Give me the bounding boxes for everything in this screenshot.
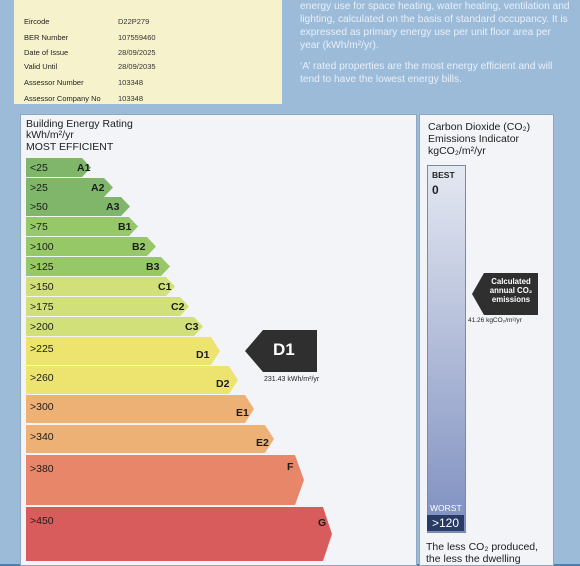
band-class: C3 (185, 321, 199, 333)
band-arrow (26, 237, 156, 256)
band-class: G (318, 517, 327, 529)
intro-text: energy use for space heating, water heat… (300, 0, 570, 94)
detail-key: Assessor Number (24, 78, 84, 87)
co2-marker-value: 41.26 kgCO₂/m²/yr (468, 317, 522, 324)
band-arrow (26, 395, 254, 423)
current-rating-marker: D1 (245, 330, 317, 372)
detail-value: 103348 (118, 94, 144, 103)
current-rating-class: D1 (273, 340, 295, 359)
co2-panel: Carbon Dioxide (CO₂) Emissions Indicator… (419, 114, 554, 566)
band-range: >380 (30, 463, 54, 475)
band-class: A2 (91, 182, 105, 194)
band-class: B2 (132, 241, 146, 253)
band-range: >100 (30, 241, 54, 253)
band-range: >450 (30, 515, 54, 527)
band-arrow (26, 257, 170, 276)
certificate-details-box: Eircode D22P279 BER Number 107559460 Date of… (14, 0, 282, 104)
most-efficient-label: MOST EFFICIENT (26, 141, 114, 153)
band-arrow (26, 337, 220, 365)
band-arrow (26, 217, 138, 236)
detail-value: 28/09/2035 (118, 62, 156, 71)
band-range: >200 (30, 321, 54, 333)
band-range: >300 (30, 401, 54, 413)
co2-title-line1: Carbon Dioxide (CO₂) (428, 121, 531, 133)
worst-value: >120 (427, 515, 464, 531)
band-range: >25 (30, 182, 48, 194)
detail-value: 103348 (118, 78, 144, 87)
co2-footer: The less CO₂ produced, the less the dwel… (426, 541, 539, 565)
band-arrow (26, 366, 238, 394)
detail-key: BER Number (24, 33, 69, 42)
detail-key: Eircode (24, 17, 50, 26)
rating-title: Building Energy Rating (26, 118, 133, 130)
band-arrow (26, 197, 130, 216)
band-class: B1 (118, 221, 132, 233)
detail-value: 107559460 (118, 33, 156, 42)
band-arrow (26, 158, 91, 177)
band-range: >50 (30, 201, 48, 213)
rating-unit: kWh/m²/yr (26, 129, 74, 141)
detail-key: Valid Until (24, 62, 58, 71)
band-class: A1 (77, 162, 91, 174)
co2-marker: Calculated annual CO₂ emissions (472, 273, 538, 315)
intro-paragraph-2: ‘A’ rated properties are the most energy… (300, 61, 553, 85)
band-class: F (287, 461, 294, 473)
band-range: >75 (30, 221, 48, 233)
band-arrow (26, 297, 189, 316)
co2-unit: kgCO₂/m²/yr (428, 145, 486, 157)
band-range: >340 (30, 431, 54, 443)
band-class: D2 (216, 378, 230, 390)
co2-marker-label: Calculated annual CO₂ emissions (489, 277, 533, 304)
best-value: 0 (432, 183, 439, 197)
band-class: E1 (236, 407, 249, 419)
band-arrow (26, 455, 304, 505)
detail-value: D22P279 (118, 17, 150, 26)
band-class: A3 (106, 201, 120, 213)
band-class: E2 (256, 437, 269, 449)
band-class: C2 (171, 301, 185, 313)
energy-rating-panel: Building Energy Rating kWh/m²/yr MOST EF… (20, 114, 417, 566)
band-class: B3 (146, 261, 160, 273)
band-arrow (26, 425, 274, 453)
co2-title-line2: Emissions Indicator (428, 133, 520, 145)
detail-value: 28/09/2025 (118, 48, 156, 57)
best-label: BEST (432, 170, 455, 180)
band-arrow (26, 277, 175, 296)
band-arrow (26, 178, 113, 197)
band-range: >225 (30, 343, 54, 355)
detail-key: Assessor Company No (24, 94, 101, 103)
band-class: D1 (196, 349, 210, 361)
detail-key: Date of Issue (24, 48, 69, 57)
band-range: >125 (30, 261, 54, 273)
band-range: >260 (30, 372, 54, 384)
current-rating-value: 231.43 kWh/m²/yr (264, 376, 320, 383)
band-class: C1 (158, 281, 172, 293)
band-range: <25 (30, 162, 48, 174)
co2-scale-bar (427, 165, 466, 533)
intro-paragraph-1: energy use for space heating, water heat… (300, 1, 570, 51)
band-range: >175 (30, 301, 54, 313)
band-arrow (26, 317, 203, 336)
band-arrow (26, 507, 332, 561)
band-range: >150 (30, 281, 54, 293)
worst-label: WORST (430, 503, 462, 513)
